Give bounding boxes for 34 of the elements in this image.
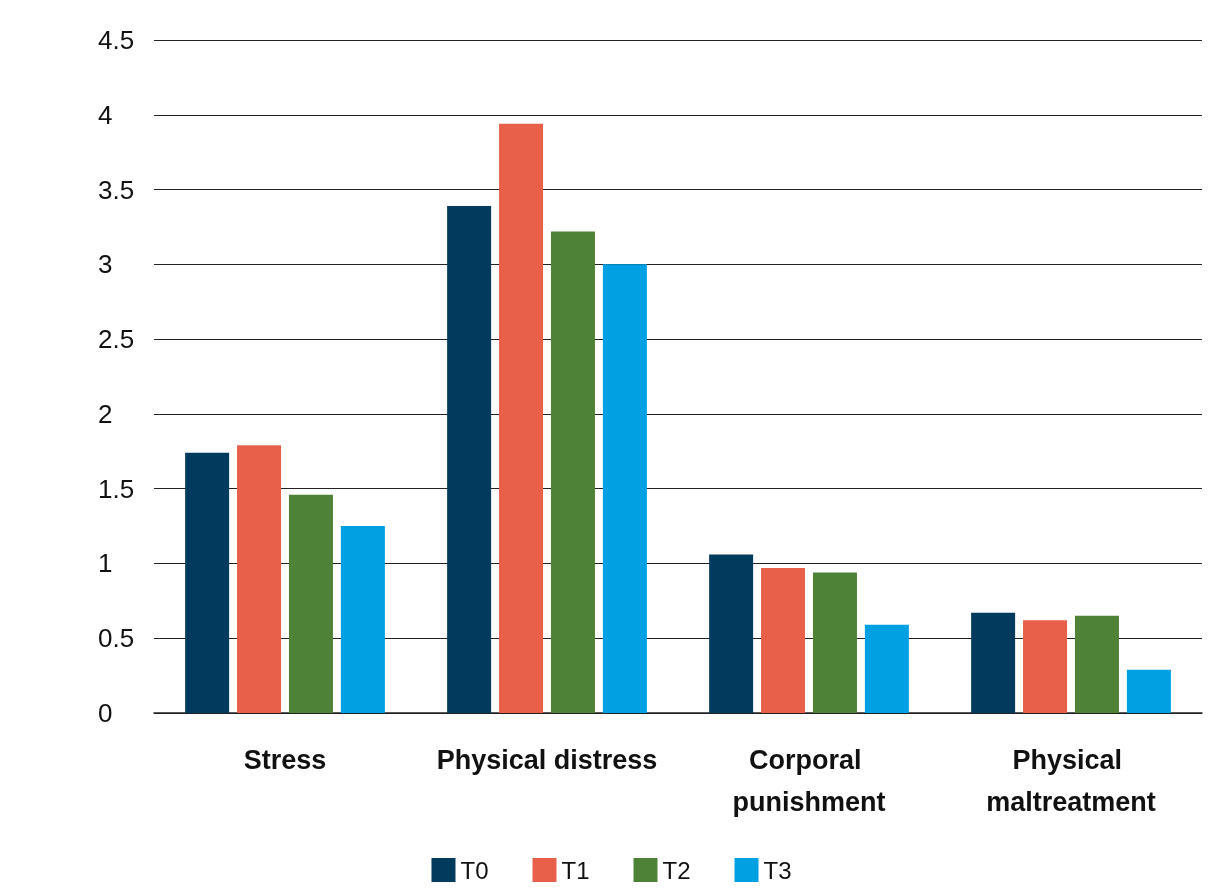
bar — [864, 624, 909, 713]
bar — [340, 526, 385, 713]
x-tick-label: Physical distress — [436, 745, 658, 775]
bar — [1126, 669, 1171, 713]
y-tick-label: 0.5 — [98, 623, 135, 654]
x-tick-label: Corporal punishment — [732, 745, 886, 817]
y-tick-label: 2 — [98, 398, 113, 429]
legend-label: T0 — [460, 856, 489, 884]
y-tick-label: 0 — [98, 698, 113, 728]
legend-label: T3 — [763, 856, 792, 884]
bar — [709, 554, 754, 713]
y-tick-label: 3.5 — [98, 174, 135, 205]
y-tick-label: 3 — [98, 249, 113, 280]
bar — [550, 231, 595, 713]
bar — [971, 612, 1016, 713]
legend-label: T1 — [561, 856, 590, 884]
x-tick-label: Physical maltreatment — [986, 745, 1156, 817]
y-tick-label: 1 — [98, 548, 113, 579]
bar — [1074, 615, 1119, 713]
bar — [288, 494, 333, 713]
y-tick-label: 4.5 — [98, 25, 135, 55]
bar — [237, 445, 282, 713]
bar — [812, 572, 857, 713]
y-tick-label: 2.5 — [98, 324, 135, 355]
bar — [761, 567, 806, 713]
x-tick-label: Stress — [243, 745, 327, 775]
legend-label: T2 — [662, 856, 691, 884]
bar — [602, 264, 647, 713]
y-tick-label: 4 — [98, 99, 113, 130]
y-tick-label: 1.5 — [98, 473, 135, 504]
bar — [499, 123, 544, 713]
bar — [185, 452, 230, 713]
bar — [447, 206, 492, 713]
bar — [1023, 620, 1068, 713]
